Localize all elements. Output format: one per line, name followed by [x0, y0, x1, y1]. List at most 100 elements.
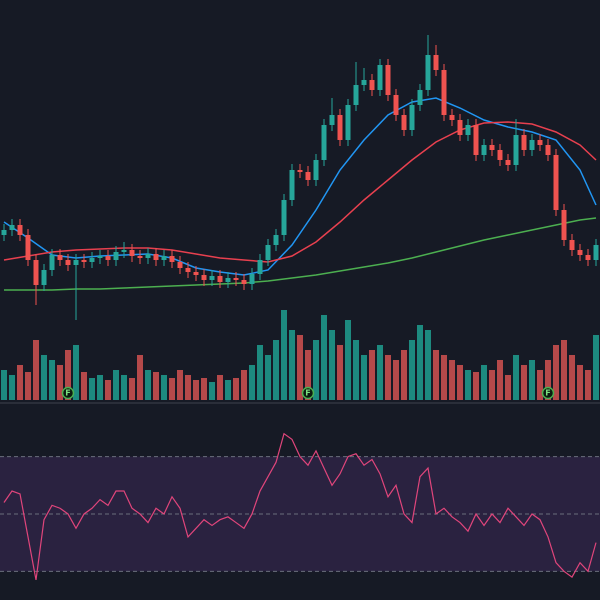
candle-body	[449, 115, 455, 120]
volume-bar	[265, 355, 271, 400]
candle-body	[369, 80, 375, 90]
volume-bar	[553, 345, 559, 400]
volume-bar	[305, 350, 311, 400]
candle-body	[193, 272, 199, 275]
candle-body	[105, 256, 111, 260]
volume-bar	[145, 370, 151, 400]
candle-body	[169, 256, 175, 262]
candle-body	[241, 280, 247, 284]
volume-bar	[569, 355, 575, 400]
volume-bar	[17, 365, 23, 400]
volume-bar	[329, 330, 335, 400]
candle-body	[97, 256, 103, 258]
volume-bar	[113, 370, 119, 400]
candle-body	[257, 260, 263, 274]
moving-average	[4, 217, 597, 291]
volume-bar	[513, 355, 519, 400]
candle-body	[361, 80, 367, 85]
volume-bar	[521, 365, 527, 400]
volume-bar	[345, 320, 351, 400]
volume-bar	[321, 315, 327, 400]
candle-body	[545, 145, 551, 155]
candle-body	[233, 278, 239, 280]
volume-bar	[41, 355, 47, 400]
candle-body	[345, 105, 351, 140]
candle-body	[265, 245, 271, 260]
volume-bar	[353, 340, 359, 400]
volume-bar	[201, 378, 207, 400]
candle-body	[145, 254, 151, 258]
volume-bar	[241, 370, 247, 400]
candle-body	[473, 125, 479, 155]
rsi-band	[0, 456, 600, 572]
candle-body	[553, 155, 559, 210]
volume-bar	[529, 360, 535, 400]
volume-bar	[49, 360, 55, 400]
candle-body	[201, 275, 207, 280]
candle-body	[377, 65, 383, 90]
volume-bar	[185, 375, 191, 400]
moving-average	[3, 121, 597, 263]
candle-body	[537, 140, 543, 145]
candle-body	[321, 125, 327, 160]
candle-body	[513, 135, 519, 165]
rsi-pane	[0, 432, 600, 581]
volume-bar	[585, 370, 591, 400]
candle-body	[129, 250, 135, 256]
volume-bar	[105, 380, 111, 400]
candle-body	[41, 270, 47, 285]
volume-bar	[417, 325, 423, 400]
volume-bar	[497, 360, 503, 400]
event-marker	[301, 386, 315, 400]
event-marker	[61, 386, 75, 400]
volume-bar	[401, 350, 407, 400]
volume-bar	[561, 340, 567, 400]
volume-bar	[161, 375, 167, 400]
candle-body	[385, 65, 391, 95]
volume-bar	[433, 350, 439, 400]
volume-bar	[369, 350, 375, 400]
candle-body	[297, 170, 303, 172]
rsi-line	[3, 432, 597, 581]
candle-body	[209, 276, 215, 280]
volume-bar	[129, 378, 135, 400]
volume-bar	[169, 378, 175, 400]
candle-body	[569, 240, 575, 250]
volume-bar	[137, 355, 143, 400]
volume-bar	[97, 375, 103, 400]
candle-body	[577, 250, 583, 255]
candle-body	[185, 268, 191, 272]
volume-bar	[409, 340, 415, 400]
candle-body	[441, 70, 447, 115]
volume-bar	[385, 355, 391, 400]
candle-body	[161, 256, 167, 260]
volume-bar	[89, 378, 95, 400]
volume-bar	[225, 380, 231, 400]
volume-bar	[73, 345, 79, 400]
volume-bar	[489, 370, 495, 400]
candle-body	[57, 255, 63, 260]
volume-bar	[289, 330, 295, 400]
volume-bar	[121, 375, 127, 400]
candle-body	[177, 262, 183, 268]
candle-body	[313, 160, 319, 180]
volume-bar	[377, 345, 383, 400]
volume-bar	[577, 365, 583, 400]
candle-body	[409, 105, 415, 130]
volume-bar	[425, 330, 431, 400]
candle-body	[505, 160, 511, 165]
volume-bar	[465, 370, 471, 400]
candle-body	[353, 85, 359, 105]
volume-bar	[457, 365, 463, 400]
volume-bar	[233, 378, 239, 400]
volume-bar	[361, 355, 367, 400]
candle-body	[73, 260, 79, 265]
candle-body	[249, 274, 255, 284]
volume-bar	[537, 370, 543, 400]
volume-bar	[545, 360, 551, 400]
candle-body	[457, 120, 463, 135]
candle-body	[217, 276, 223, 282]
candle-body	[393, 95, 399, 115]
volume-bar	[1, 370, 7, 400]
